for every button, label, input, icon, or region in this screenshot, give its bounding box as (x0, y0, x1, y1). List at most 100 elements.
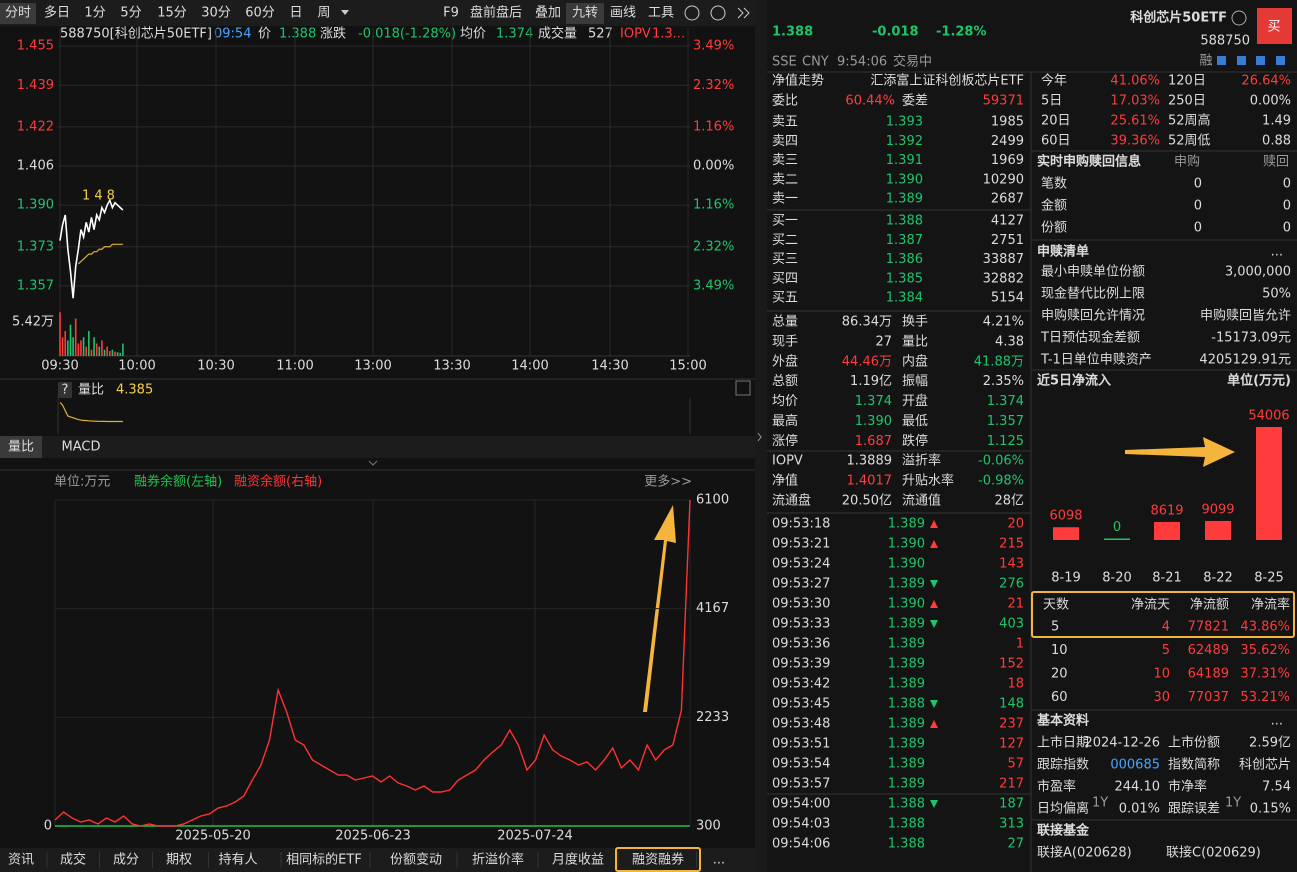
level-label: 买二 (772, 233, 798, 248)
indicator-tab[interactable]: MACD (62, 440, 101, 455)
row-value: 科创芯片 (1239, 758, 1291, 773)
row-value: 50% (1262, 287, 1291, 302)
volume-bar (111, 349, 114, 356)
volume-bar (80, 340, 82, 356)
expand-icon[interactable] (743, 7, 750, 19)
level-price: 1.391 (886, 153, 923, 168)
x-tick-label: 15:00 (669, 359, 706, 374)
stat-label: 振幅 (902, 374, 928, 389)
info-icon[interactable] (1231, 10, 1247, 26)
period-tab[interactable]: 60分 (245, 6, 275, 21)
stat-value: 1.374 (855, 394, 892, 409)
more-link[interactable]: ... (1271, 245, 1283, 260)
bottom-tab[interactable]: 月度收益 (552, 852, 604, 868)
y-tick-label: 1.439 (17, 78, 54, 93)
stat-value: 20.50亿 (842, 494, 892, 509)
bottom-tab[interactable]: 持有人 (218, 853, 257, 868)
period-tab[interactable]: 1分 (84, 6, 105, 21)
bottom-tab[interactable]: 成分 (113, 853, 139, 868)
buy-button[interactable] (1257, 8, 1292, 44)
collapse-icon[interactable] (368, 460, 378, 466)
column-header: 赎回 (1263, 155, 1289, 170)
y2-tick-label: 4167 (696, 601, 729, 616)
stat-label: 跌停 (902, 433, 928, 449)
bottom-tab[interactable]: 期权 (166, 852, 192, 868)
perf-value: 17.03% (1110, 94, 1160, 109)
trade-price: 1.389 (888, 777, 925, 792)
help-icon[interactable] (710, 5, 726, 21)
trade-time: 09:53:57 (772, 777, 830, 792)
legend-text: 527 (588, 27, 613, 42)
row-label: 申购赎回允许情况 (1041, 308, 1145, 324)
bottom-tab[interactable]: 成交 (60, 852, 86, 868)
tool-button[interactable]: 工具 (648, 6, 674, 21)
period-tab[interactable]: 多日 (44, 5, 70, 21)
tool-button[interactable]: 叠加 (535, 6, 561, 21)
level-label: 卖四 (772, 134, 798, 149)
tool-button[interactable]: F9 (443, 6, 459, 21)
bottom-tab[interactable]: ... (713, 853, 725, 868)
period-tab[interactable]: 周 (317, 6, 330, 21)
trade-price: 1.390 (888, 537, 925, 552)
period-tab[interactable]: 日 (289, 6, 302, 21)
volume-bar (116, 352, 119, 356)
dropdown-icon[interactable] (341, 10, 349, 15)
volume-bar (88, 331, 90, 356)
row-value: 244.10 (1115, 780, 1161, 795)
volume-bar (90, 349, 93, 356)
row-label: 份额 (1041, 221, 1067, 236)
more-link[interactable]: ... (1271, 714, 1283, 729)
stat-value: -0.98% (978, 474, 1024, 489)
period-tab[interactable]: 30分 (201, 6, 231, 21)
stat-label: 量比 (902, 334, 928, 349)
icon[interactable] (1256, 56, 1265, 65)
bottom-tab[interactable]: 折溢价率 (472, 852, 524, 868)
tool-button[interactable]: 九转 (572, 6, 598, 21)
trade-time: 09:54:00 (772, 797, 830, 812)
tool-button[interactable]: 盘前盘后 (470, 5, 522, 21)
row-value: 0 (1194, 199, 1202, 214)
settings-icon[interactable] (684, 5, 700, 21)
x-tick-label: 11:00 (276, 359, 313, 374)
x-tick-label: 10:00 (118, 359, 155, 374)
series-line (54, 499, 691, 827)
perf-label: 60日 (1041, 134, 1071, 149)
order-ratio: 60.44% (845, 94, 895, 109)
volume-bar (82, 337, 85, 356)
stat-value: 1.357 (987, 414, 1024, 429)
period-tab[interactable]: 5分 (120, 6, 141, 21)
stat-label: 均价 (772, 394, 798, 409)
expand-icon[interactable] (737, 7, 744, 19)
bottom-tab[interactable]: 份额变动 (390, 852, 442, 868)
stat-label: 升贴水率 (902, 473, 954, 489)
tool-button[interactable]: 画线 (610, 6, 636, 21)
flow-bar (1104, 538, 1130, 540)
more-link[interactable]: 更多>> (644, 474, 692, 490)
trade-volume: 237 (999, 717, 1024, 732)
bottom-tab[interactable]: 相同标的ETF (286, 852, 362, 868)
splitter[interactable] (755, 0, 767, 872)
icon[interactable] (1217, 56, 1226, 65)
flow-bar (1205, 520, 1231, 540)
level-volume: 2687 (991, 192, 1024, 207)
volume-bar (61, 337, 64, 356)
trade-time: 09:53:27 (772, 577, 830, 592)
bottom-tab[interactable]: 融资融券 (632, 852, 684, 868)
period-tab[interactable]: 分时 (5, 6, 31, 21)
x-tick-label: 10:30 (197, 359, 234, 374)
trade-price: 1.388 (888, 797, 925, 812)
bottom-tab[interactable]: 资讯 (8, 853, 34, 868)
perf-value: 1.49 (1262, 114, 1291, 129)
flow-cell: 43.86% (1240, 620, 1290, 635)
row-value: 0 (1283, 199, 1291, 214)
trade-time: 09:53:45 (772, 697, 830, 712)
close-icon[interactable] (735, 380, 751, 396)
linked-fund[interactable]: 联接A(020628) (1037, 845, 1132, 861)
volume-bar (101, 340, 103, 356)
icon[interactable] (1276, 56, 1285, 65)
icon[interactable] (1237, 56, 1246, 65)
linked-fund[interactable]: 联接C(020629) (1166, 845, 1261, 861)
period-tab[interactable]: 15分 (157, 6, 187, 21)
trade-time: 09:53:42 (772, 677, 830, 692)
indicator-tab[interactable]: 量比 (8, 440, 34, 455)
